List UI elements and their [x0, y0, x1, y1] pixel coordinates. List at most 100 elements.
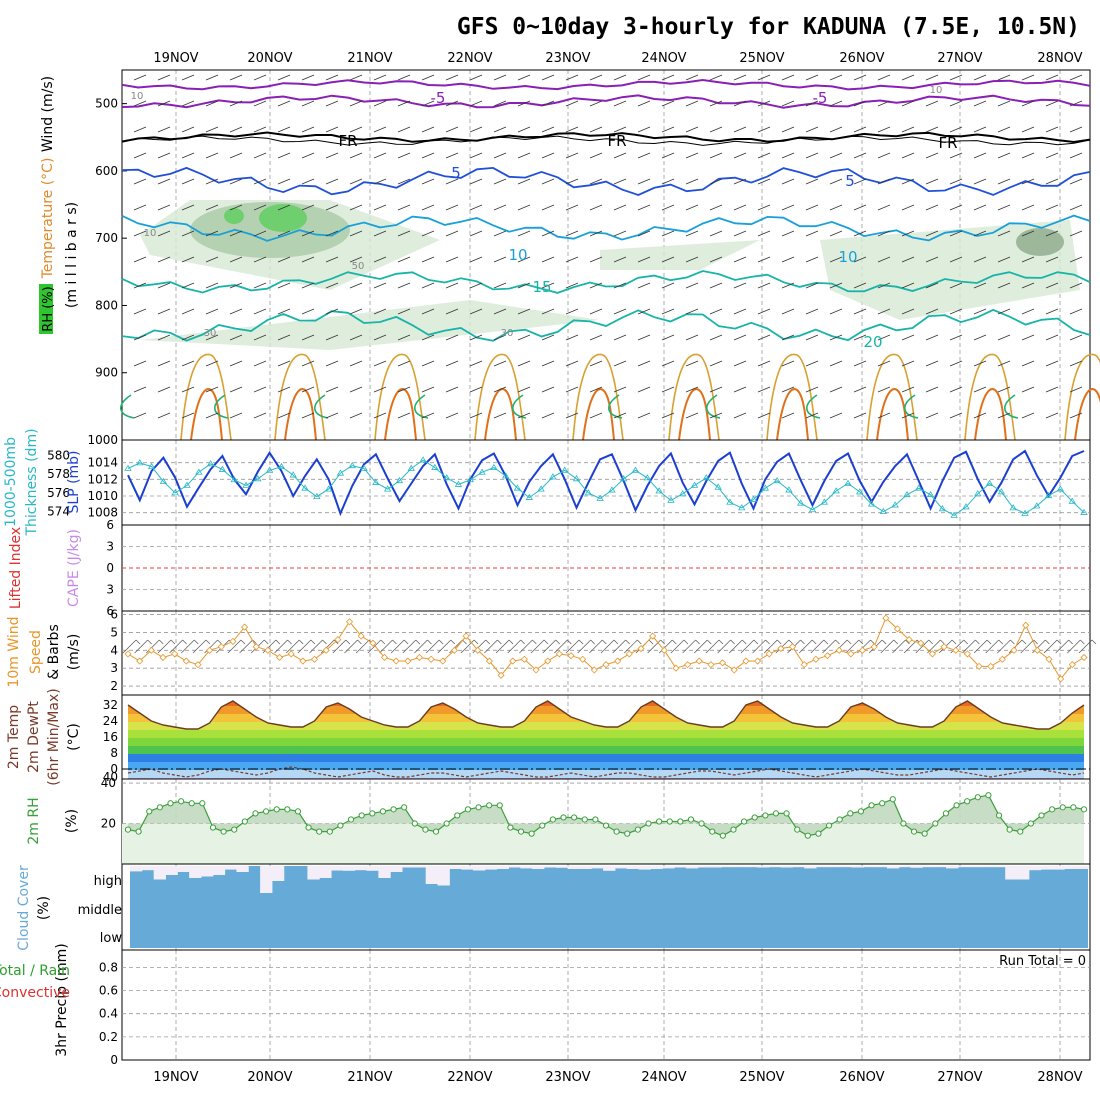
wind-barb	[853, 152, 867, 159]
rh-point	[762, 812, 769, 819]
wind-barb	[277, 334, 291, 341]
thickness-point	[820, 498, 829, 505]
wind-barb	[469, 126, 483, 133]
wind-barb	[397, 256, 411, 263]
wind-barb	[397, 204, 411, 211]
isotherm-loop-green	[806, 394, 821, 419]
wind-barb	[733, 256, 747, 263]
wind-barb	[853, 256, 867, 263]
cloud-gap	[437, 866, 450, 886]
cloud-gap	[638, 866, 651, 870]
wind-speed-point	[812, 655, 820, 663]
isotherm-label: 5	[451, 164, 461, 182]
wind-barb	[205, 152, 219, 159]
wind-barb	[421, 100, 435, 107]
wind-barb-flag	[438, 639, 444, 645]
thickness-point	[372, 478, 380, 485]
ytick-label: 700	[95, 231, 118, 245]
wind-barb	[349, 152, 363, 159]
isotherm-loop	[1064, 353, 1100, 441]
wind-barb	[133, 256, 147, 263]
wind-barb	[637, 334, 651, 341]
wind-barb	[763, 639, 778, 654]
date-labels: 19NOV 19NOV 20NOV 20NOV 21NOV 21NOV 22NOV 22NOV…	[153, 51, 1082, 1085]
wind-barb	[421, 230, 435, 237]
wind-barb	[589, 412, 603, 419]
wind-barb	[853, 334, 867, 341]
cloud-gap	[378, 866, 391, 878]
cloud-gap	[307, 866, 320, 880]
wind-barb	[205, 360, 219, 367]
cloud-gap	[342, 866, 356, 871]
wind-barb	[829, 178, 843, 185]
cloud-gap	[472, 866, 486, 871]
wind-barb	[589, 334, 603, 341]
wind-barb-flag	[660, 639, 665, 645]
panel-axis-label: (°C)	[66, 723, 82, 751]
cloud-gap	[555, 866, 569, 868]
wind-speed-point	[579, 655, 587, 663]
date-top-label: 20NOV	[247, 51, 292, 66]
isotherm-loop-inner	[384, 388, 417, 441]
rh-point	[241, 818, 248, 825]
rh-point	[910, 828, 918, 835]
wind-speed-point	[870, 643, 878, 651]
rh-area	[128, 795, 1084, 836]
isotherm-loop-green	[608, 394, 623, 419]
thickness-point	[738, 504, 746, 511]
wind-speed-point	[1033, 646, 1041, 654]
wind-barb	[205, 100, 219, 107]
cloud-gap	[946, 866, 959, 869]
wind-barb-flag	[380, 639, 386, 645]
wind-barb	[285, 639, 300, 654]
wind-barb	[493, 412, 507, 419]
wind-barb-flag	[462, 639, 467, 645]
wind-barb	[469, 412, 483, 419]
wind-barb	[733, 100, 747, 107]
wind-barb	[973, 74, 987, 81]
wind-barb	[877, 334, 891, 341]
rh-point	[252, 810, 259, 817]
rh-point	[985, 792, 992, 799]
wind-barb	[421, 74, 435, 81]
wind-barb	[915, 639, 930, 654]
wind-barb	[589, 74, 603, 81]
wind-barb	[637, 256, 651, 263]
wind-barb	[565, 282, 579, 289]
thickness-point	[348, 461, 356, 469]
wind-barb	[390, 639, 405, 654]
wind-barb	[373, 126, 387, 133]
wind-barb	[229, 386, 243, 393]
wind-barb	[373, 334, 387, 341]
thickness-point	[832, 487, 840, 494]
wind-barb	[853, 204, 867, 211]
wind-barb-flag	[345, 639, 351, 645]
wind-barb	[469, 204, 483, 211]
wind-speed-point	[182, 657, 190, 665]
panel-axis-label: Cloud Cover	[16, 865, 32, 951]
wind-barb	[349, 334, 363, 341]
wind-barb	[1069, 126, 1083, 133]
wind-speed-point	[124, 650, 132, 658]
wind-barb	[1045, 386, 1059, 393]
wind-barb	[733, 360, 747, 367]
wind-barb	[301, 152, 315, 159]
wind-barb	[373, 282, 387, 289]
isotherm-loop	[374, 353, 426, 441]
isotherm-loop-inner	[284, 388, 317, 441]
wind-barb	[925, 204, 939, 211]
panel-axis-label: Wind (m/s)	[40, 76, 56, 152]
wind-barb	[541, 204, 555, 211]
wind-barb	[133, 386, 147, 393]
panel-axis-label: (m/s)	[66, 634, 82, 671]
wind-barb-flag	[159, 639, 164, 645]
wind-barb	[349, 230, 363, 237]
wind-barb	[845, 639, 860, 654]
wind-barb-flag	[205, 639, 211, 645]
wind-barb	[829, 230, 843, 237]
wind-barb	[253, 386, 267, 393]
wind-barb	[781, 386, 795, 393]
wind-barb	[733, 152, 747, 159]
wind-barb	[181, 152, 195, 159]
